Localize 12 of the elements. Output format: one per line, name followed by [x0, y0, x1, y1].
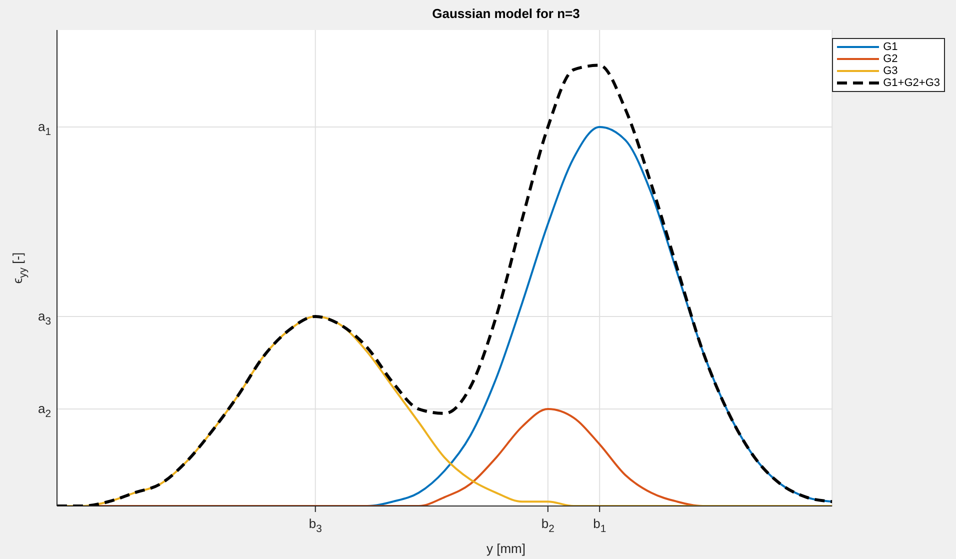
legend-label: G1+G2+G3: [883, 77, 940, 89]
legend-label: G3: [883, 65, 898, 77]
legend-label: G2: [883, 53, 898, 65]
ref-line-label: a$_{3}$: [38, 308, 52, 327]
ref-line-label: a$_{1}$: [38, 118, 52, 138]
legend-label: G1: [883, 41, 898, 53]
x-tick-label: b$_{2}$: [541, 516, 555, 534]
ref-line-label: a$_{2}$: [38, 401, 52, 420]
x-axis-title: y [mm]: [486, 541, 526, 556]
x-tick-label: b$_{1}$: [593, 516, 606, 534]
chart-title: Gaussian model for n=3: [431, 6, 581, 21]
x-tick-label: b$_{3}$: [308, 516, 322, 534]
